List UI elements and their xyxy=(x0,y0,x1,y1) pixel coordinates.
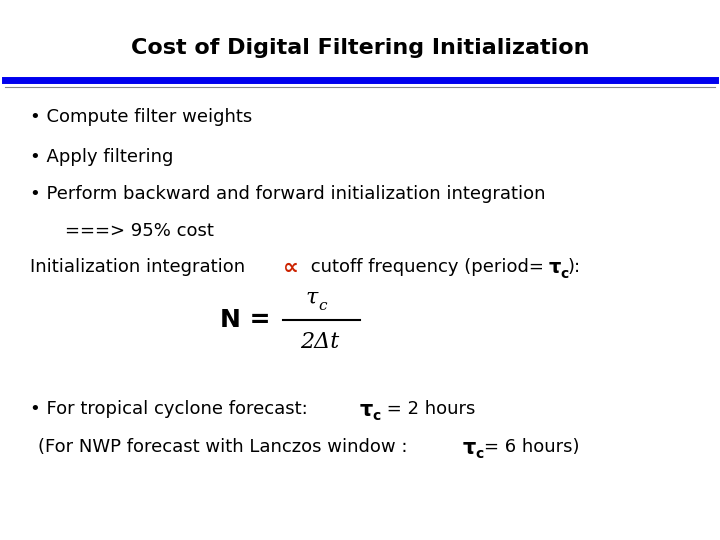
Text: (For NWP forecast with Lanczos window :: (For NWP forecast with Lanczos window : xyxy=(38,438,419,456)
Text: ===> 95% cost: ===> 95% cost xyxy=(65,222,214,240)
Text: ):: ): xyxy=(568,258,581,276)
Text: Cost of Digital Filtering Initialization: Cost of Digital Filtering Initialization xyxy=(131,38,589,58)
Text: τ: τ xyxy=(549,258,562,277)
Text: Initialization integration: Initialization integration xyxy=(30,258,251,276)
Text: • Perform backward and forward initialization integration: • Perform backward and forward initializ… xyxy=(30,185,546,203)
Text: N =: N = xyxy=(220,308,271,332)
Text: c: c xyxy=(319,299,328,313)
Text: c: c xyxy=(372,409,380,423)
Text: τ: τ xyxy=(360,400,373,420)
Text: = 2 hours: = 2 hours xyxy=(381,400,475,418)
Text: • For tropical cyclone forecast:: • For tropical cyclone forecast: xyxy=(30,400,313,418)
Text: ∝: ∝ xyxy=(283,258,299,278)
Text: τ: τ xyxy=(306,287,318,309)
Text: • Apply filtering: • Apply filtering xyxy=(30,148,174,166)
Text: τ: τ xyxy=(463,438,476,458)
Text: c: c xyxy=(475,447,483,461)
Text: = 6 hours): = 6 hours) xyxy=(484,438,580,456)
Text: cutoff frequency (period=: cutoff frequency (period= xyxy=(305,258,544,276)
Text: • Compute filter weights: • Compute filter weights xyxy=(30,108,252,126)
Text: c: c xyxy=(560,267,568,281)
Text: 2Δt: 2Δt xyxy=(300,331,340,353)
